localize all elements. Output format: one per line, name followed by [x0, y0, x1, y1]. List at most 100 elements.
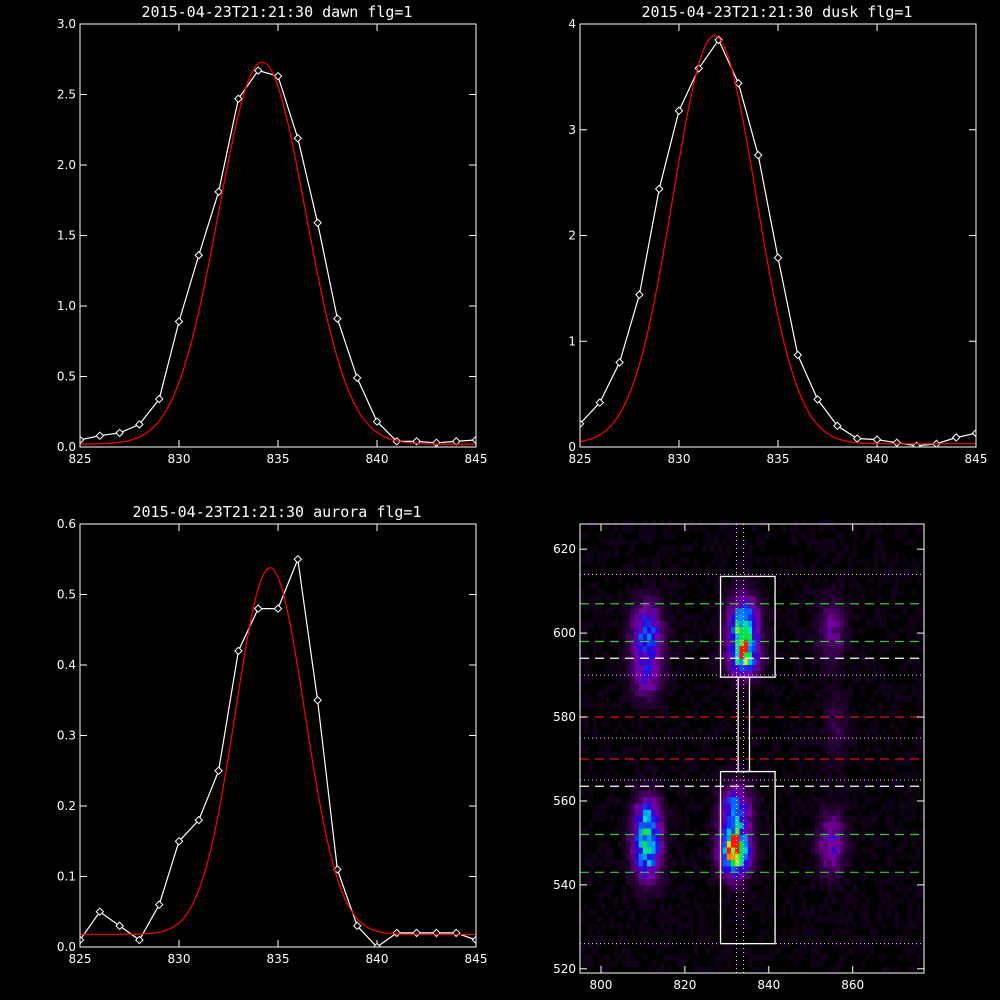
heatmap-pixel — [810, 884, 816, 892]
heatmap-pixel — [588, 551, 593, 558]
heatmap-pixel — [630, 652, 635, 659]
heatmap-pixel — [819, 595, 824, 602]
heatmap-pixel — [823, 519, 828, 527]
heatmap-pixel — [697, 614, 703, 621]
data-point — [471, 935, 476, 945]
heatmap-pixel — [739, 582, 744, 590]
heatmap-pixel — [844, 614, 849, 621]
heatmap-pixel — [739, 884, 744, 892]
heatmap-pixel — [617, 922, 623, 930]
heatmap-pixel — [752, 664, 757, 672]
heatmap-pixel — [760, 765, 765, 772]
heatmap-pixel — [726, 570, 732, 577]
heatmap-pixel — [823, 954, 828, 961]
heatmap-pixel — [798, 884, 803, 892]
heatmap-pixel — [693, 809, 698, 816]
heatmap-pixel — [663, 821, 669, 829]
heatmap-pixel — [693, 658, 698, 665]
heatmap-pixel — [680, 947, 686, 955]
heatmap-pixel — [676, 884, 682, 892]
heatmap-pixel — [714, 702, 719, 709]
heatmap-pixel — [680, 582, 686, 590]
heatmap-pixel — [739, 866, 744, 873]
heatmap-pixel — [802, 702, 807, 709]
heatmap-pixel — [642, 677, 648, 684]
heatmap-pixel — [848, 935, 854, 942]
heatmap-pixel — [894, 702, 900, 709]
heatmap-pixel — [814, 853, 820, 861]
heatmap-pixel — [814, 859, 820, 867]
heatmap-pixel — [609, 790, 614, 798]
heatmap-pixel — [596, 872, 602, 879]
heatmap-pixel — [714, 589, 719, 596]
heatmap-pixel — [601, 815, 606, 823]
heatmap-pixel — [739, 834, 744, 842]
heatmap-pixel — [626, 526, 631, 533]
heatmap-pixel — [705, 563, 711, 571]
heatmap-pixel — [919, 645, 925, 653]
heatmap-pixel — [714, 538, 719, 546]
heatmap-pixel — [781, 809, 786, 816]
heatmap-pixel — [907, 601, 912, 609]
heatmap-pixel — [840, 771, 845, 779]
heatmap-pixel — [856, 935, 862, 942]
heatmap-pixel — [869, 834, 875, 842]
heatmap-pixel — [580, 626, 585, 634]
heatmap-pixel — [710, 658, 715, 665]
heatmap-pixel — [588, 960, 593, 968]
heatmap-pixel — [731, 538, 736, 546]
heatmap-pixel — [814, 828, 820, 835]
heatmap-pixel — [693, 620, 698, 628]
heatmap-pixel — [894, 601, 900, 609]
heatmap-pixel — [831, 696, 837, 703]
heatmap-pixel — [835, 966, 841, 974]
heatmap-pixel — [626, 903, 631, 911]
heatmap-pixel — [819, 803, 824, 810]
heatmap-pixel — [605, 652, 610, 659]
heatmap-pixel — [831, 910, 837, 917]
heatmap-pixel — [877, 551, 883, 558]
heatmap-pixel — [861, 595, 866, 602]
heatmap-pixel — [659, 828, 665, 835]
heatmap-pixel — [647, 910, 652, 917]
heatmap-pixel — [852, 897, 858, 905]
heatmap-pixel — [647, 639, 652, 647]
heatmap-pixel — [810, 607, 816, 615]
heatmap-pixel — [684, 733, 690, 741]
heatmap-pixel — [710, 759, 715, 766]
heatmap-pixel — [684, 910, 690, 917]
heatmap-pixel — [756, 790, 761, 798]
heatmap-pixel — [710, 777, 715, 785]
heatmap-pixel — [626, 809, 631, 816]
heatmap-pixel — [626, 645, 631, 653]
heatmap-pixel — [647, 696, 652, 703]
heatmap-pixel — [827, 821, 833, 829]
heatmap-pixel — [919, 664, 925, 672]
heatmap-pixel — [655, 595, 661, 602]
heatmap-pixel — [672, 626, 677, 634]
heatmap-pixel — [655, 683, 661, 691]
heatmap-pixel — [647, 733, 652, 741]
heatmap-pixel — [655, 601, 661, 609]
heatmap-pixel — [659, 821, 665, 829]
heatmap-pixel — [580, 960, 585, 968]
heatmap-pixel — [613, 702, 619, 709]
y-tick-label: 3 — [568, 123, 576, 137]
heatmap-pixel — [634, 897, 640, 905]
heatmap-pixel — [659, 910, 665, 917]
heatmap-pixel — [882, 803, 887, 810]
heatmap-pixel — [609, 620, 614, 628]
heatmap-pixel — [596, 916, 602, 924]
heatmap-pixel — [634, 828, 640, 835]
heatmap-pixel — [852, 727, 858, 735]
x-tick-label: 840 — [866, 452, 889, 466]
heatmap-pixel — [752, 589, 757, 596]
heatmap-pixel — [789, 620, 795, 628]
heatmap-pixel — [726, 589, 732, 596]
heatmap-pixel — [668, 652, 673, 659]
heatmap-pixel — [894, 966, 900, 974]
heatmap-pixel — [835, 645, 841, 653]
heatmap-pixel — [752, 614, 757, 621]
heatmap-pixel — [873, 670, 879, 678]
heatmap-pixel — [739, 765, 744, 772]
